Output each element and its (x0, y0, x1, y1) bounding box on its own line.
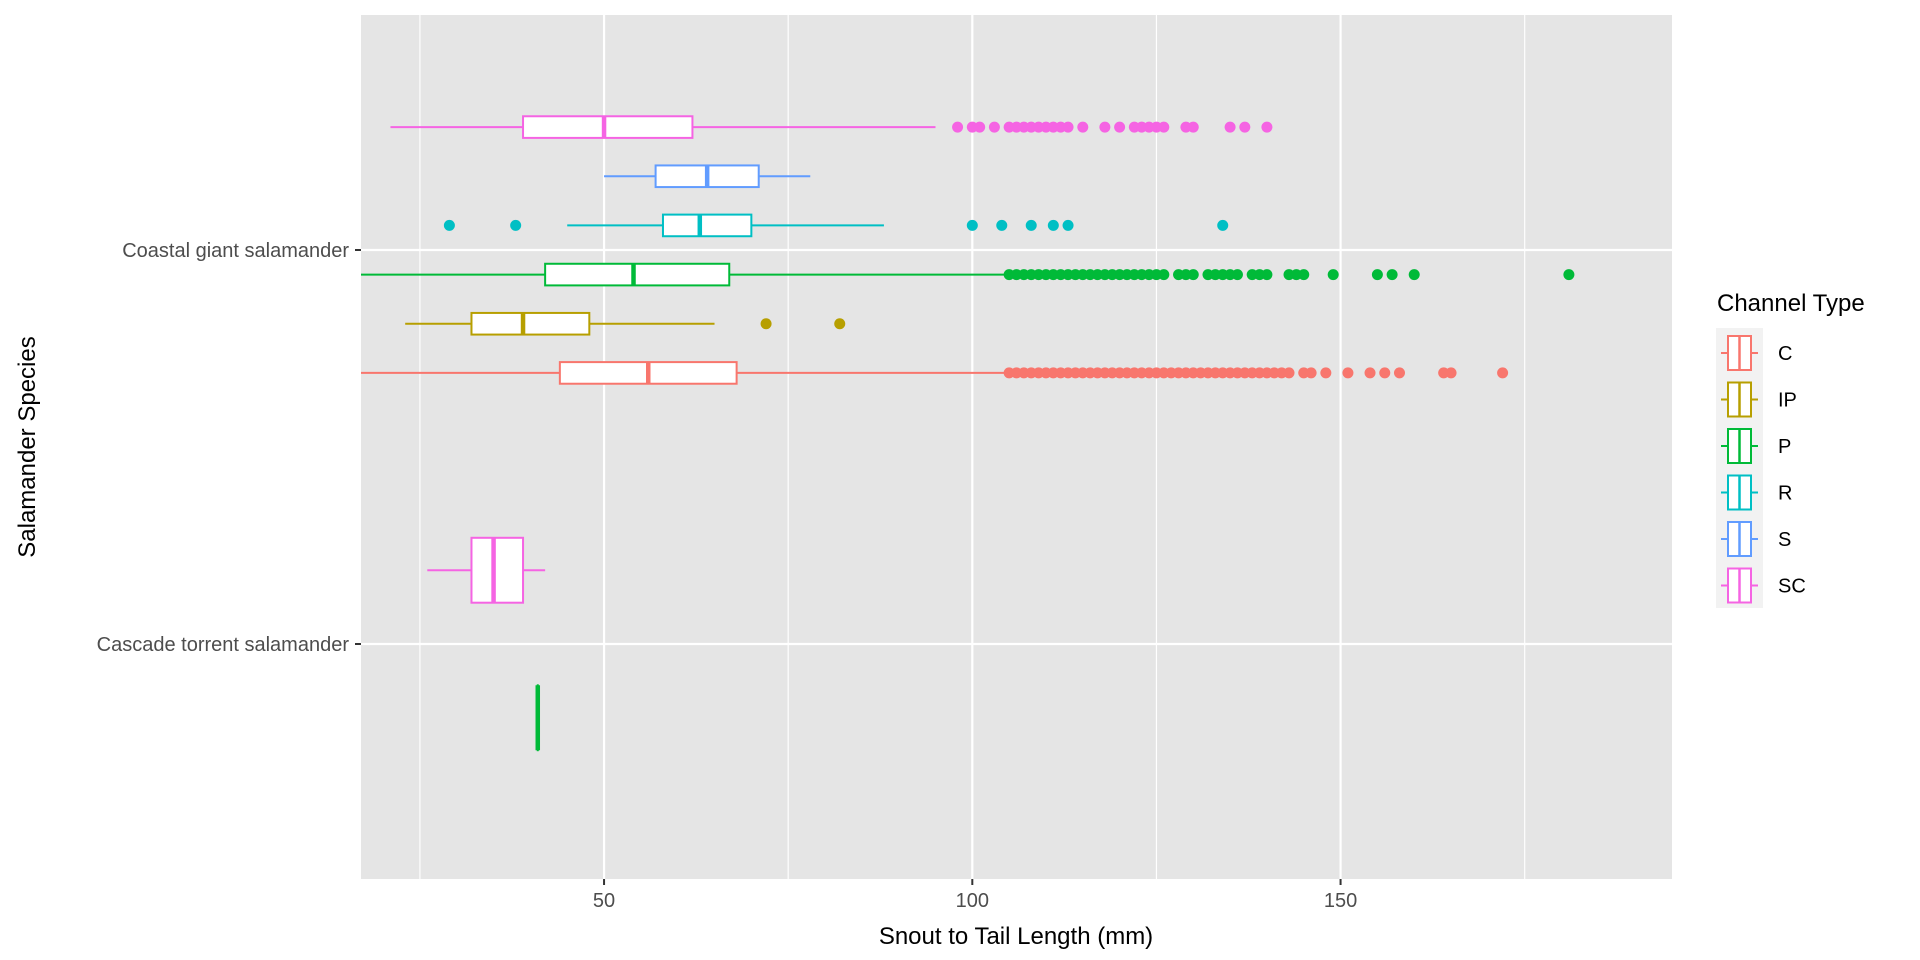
outlier-point (760, 318, 772, 330)
box-R-coastal (443, 213, 1229, 238)
outlier-point (1062, 219, 1074, 231)
outlier-point (1239, 121, 1251, 133)
y-tick-label: Coastal giant salamander (122, 240, 349, 262)
outlier-point (443, 219, 455, 231)
outlier-point (966, 219, 978, 231)
legend-label: IP (1778, 390, 1797, 412)
outlier-point (996, 219, 1008, 231)
outlier-point (1327, 269, 1339, 281)
legend-item-S: S (1721, 521, 1791, 557)
outlier-point (1364, 367, 1376, 379)
outlier-point (834, 318, 846, 330)
outlier-point (952, 121, 964, 133)
outlier-point (510, 219, 522, 231)
outlier-point (988, 121, 1000, 133)
box-body (661, 213, 753, 238)
y-tick-label: Cascade torrent salamander (97, 634, 350, 656)
box-SC-coastal (390, 115, 1273, 139)
legend-item-R: R (1721, 474, 1792, 511)
legend: Channel Type C IP P R S SC (1716, 290, 1865, 608)
legend-item-SC: SC (1721, 567, 1806, 604)
outlier-point (1379, 367, 1391, 379)
boxplots (361, 115, 1575, 752)
outlier-point (1408, 269, 1420, 281)
legend-label: S (1778, 529, 1791, 551)
box-S-coastal (604, 164, 811, 189)
outlier-point (1261, 121, 1273, 133)
outlier-point (1047, 219, 1059, 231)
outlier-point (1077, 121, 1089, 133)
outlier-point (1025, 219, 1037, 231)
outlier-point (1305, 367, 1317, 379)
legend-label: P (1778, 436, 1791, 458)
outlier-point (1261, 269, 1273, 281)
outlier-point (1342, 367, 1354, 379)
outlier-point (974, 121, 986, 133)
legend-label: SC (1778, 576, 1806, 598)
x-tick-label: 50 (593, 890, 615, 912)
outlier-point (1224, 121, 1236, 133)
outlier-point (1158, 121, 1170, 133)
outlier-point (1445, 367, 1457, 379)
box-body (470, 311, 591, 336)
outlier-point (1320, 367, 1332, 379)
outlier-point (1114, 121, 1126, 133)
box-P-coastal (361, 262, 1575, 287)
box-IP-coastal (405, 311, 846, 336)
outlier-point (1231, 269, 1243, 281)
outlier-point (1497, 367, 1509, 379)
outlier-point (1217, 219, 1229, 231)
outlier-point (1298, 269, 1310, 281)
outlier-point (1187, 121, 1199, 133)
legend-key-background (1716, 328, 1763, 608)
outlier-point (1062, 121, 1074, 133)
legend-label: R (1778, 483, 1792, 505)
outlier-point (1393, 367, 1405, 379)
outlier-point (1187, 269, 1199, 281)
legend-item-C: C (1721, 335, 1792, 371)
legend-item-IP: IP (1721, 381, 1797, 418)
box-C-coastal (361, 361, 1509, 385)
outlier-point (1371, 269, 1383, 281)
legend-label: C (1778, 343, 1792, 365)
outlier-point (1283, 367, 1295, 379)
legend-item-P: P (1721, 428, 1791, 464)
y-axis-title: Salamander Species (14, 336, 41, 557)
box-body (522, 115, 694, 139)
outlier-point (1099, 121, 1111, 133)
box-body (544, 262, 731, 287)
outlier-point (1386, 269, 1398, 281)
x-tick-label: 150 (1324, 890, 1357, 912)
outlier-point (1563, 269, 1575, 281)
grid-lines (361, 15, 1672, 879)
axes: 50 100 150 Coastal giant salamander Cascade … (97, 240, 1358, 912)
x-tick-label: 100 (956, 890, 989, 912)
x-axis-title: Snout to Tail Length (mm) (879, 923, 1153, 950)
legend-title: Channel Type (1717, 290, 1865, 317)
outlier-point (1158, 269, 1170, 281)
box-SC-cascade (427, 536, 546, 604)
panel-background (361, 15, 1672, 879)
box-body (470, 536, 525, 604)
